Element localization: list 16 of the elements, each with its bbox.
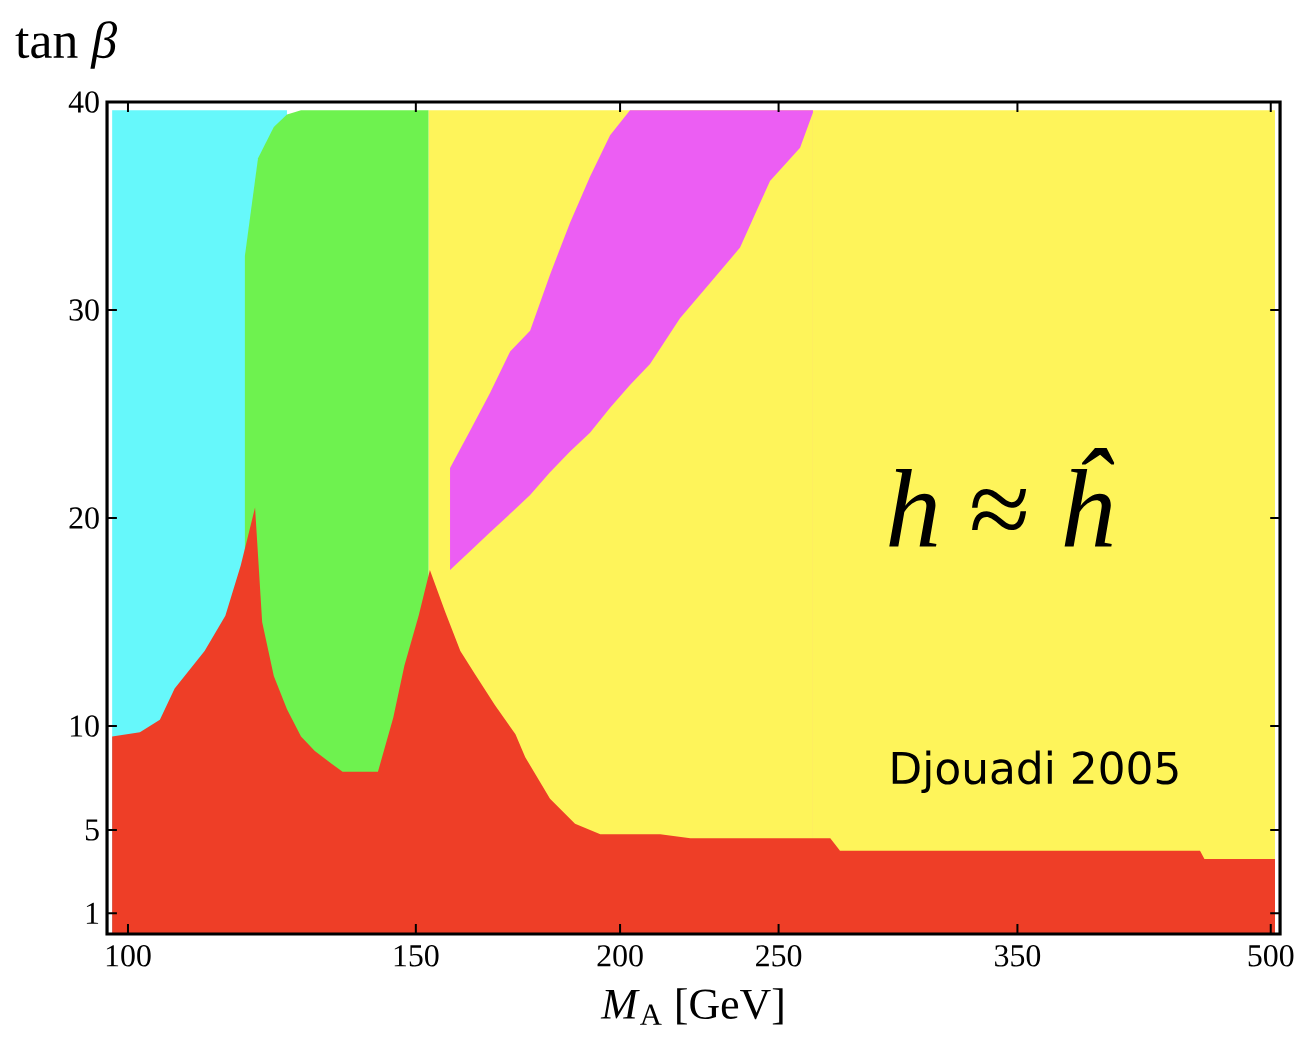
y-tick-label: 20 xyxy=(69,507,99,529)
y-tick-label: 30 xyxy=(69,299,99,321)
y-axis-title: tan β xyxy=(15,21,117,69)
annotation: h ≈ ĥ xyxy=(889,447,1115,547)
x-tick-label: 200 xyxy=(597,945,643,967)
x-tick-label: 100 xyxy=(106,945,151,967)
x-tick-label: 250 xyxy=(756,945,802,967)
x-axis-title: M$_{A}$ [GeV] xyxy=(600,988,783,1025)
y-tick-label: 10 xyxy=(70,715,99,737)
x-tick-label: 500 xyxy=(1248,945,1294,967)
y-tick-label: 1 xyxy=(86,902,99,924)
annotation: Djouadi 2005 xyxy=(892,750,1178,793)
x-tick-label: 350 xyxy=(995,945,1041,967)
y-tick-label: 5 xyxy=(85,819,99,841)
x-tick-label: 150 xyxy=(394,945,439,967)
y-tick-label: 40 xyxy=(68,91,99,113)
